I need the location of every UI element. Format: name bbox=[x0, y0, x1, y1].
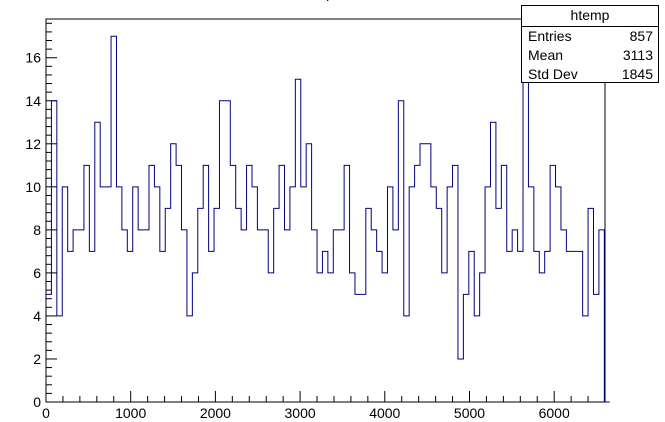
y-tick-label: 14 bbox=[25, 93, 41, 109]
stats-row-mean: Mean 3113 bbox=[522, 46, 658, 65]
stats-value: 3113 bbox=[622, 47, 653, 63]
plot-frame bbox=[45, 18, 606, 403]
y-tick-label: 2 bbox=[33, 351, 41, 367]
x-tick-label: 0 bbox=[42, 405, 50, 421]
stats-value: 857 bbox=[629, 28, 653, 44]
y-tick-label: 4 bbox=[33, 308, 41, 324]
x-tick-label: 6000 bbox=[539, 405, 570, 421]
x-tick-label: 2000 bbox=[200, 405, 231, 421]
stats-label: Mean bbox=[528, 47, 564, 63]
x-tick-label: 4000 bbox=[369, 405, 400, 421]
stats-label: Std Dev bbox=[528, 66, 578, 82]
stats-box: htemp Entries 857 Mean 3113 Std Dev 1845 bbox=[521, 5, 659, 83]
stats-row-entries: Entries 857 bbox=[522, 27, 658, 46]
stats-value: 1845 bbox=[621, 66, 653, 82]
stats-title: htemp bbox=[522, 6, 658, 27]
y-tick-label: 10 bbox=[25, 179, 41, 195]
stats-label: Entries bbox=[528, 28, 572, 44]
x-tick-label: 3000 bbox=[285, 405, 316, 421]
y-tick-label: 6 bbox=[33, 265, 41, 281]
y-tick-label: 8 bbox=[33, 222, 41, 238]
stats-row-stddev: Std Dev 1845 bbox=[522, 65, 658, 84]
y-tick-label: 0 bbox=[33, 394, 41, 410]
x-tick-label: 1000 bbox=[115, 405, 146, 421]
y-tick-label: 12 bbox=[25, 136, 41, 152]
chart-title: p bbox=[326, 0, 334, 1]
y-tick-label: 16 bbox=[25, 50, 41, 66]
x-tick-label: 5000 bbox=[454, 405, 485, 421]
histogram-line bbox=[46, 35, 610, 403]
